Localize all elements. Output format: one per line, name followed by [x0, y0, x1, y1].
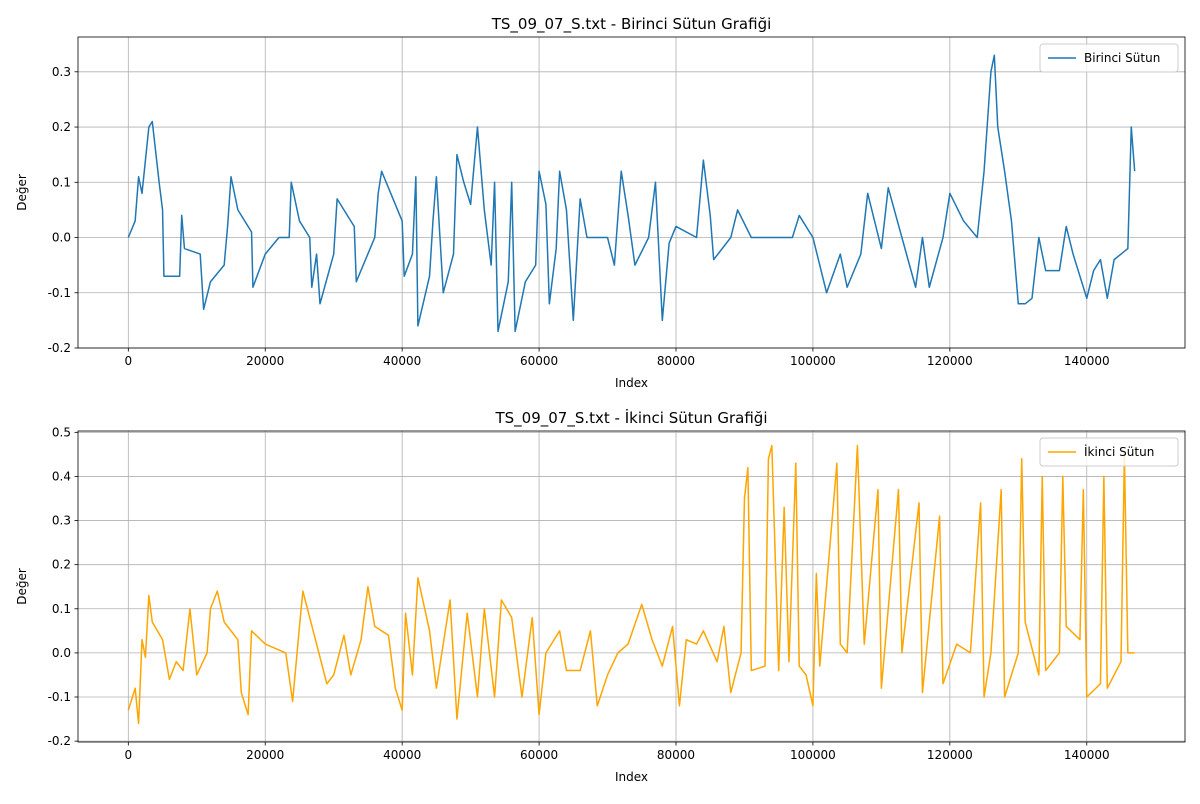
x-tick-label: 20000 — [246, 354, 284, 368]
x-tick-label: 20000 — [246, 748, 284, 762]
x-tick-label: 60000 — [520, 748, 558, 762]
y-axis-label: Değer — [15, 568, 29, 605]
y-tick-label: 0.3 — [52, 65, 71, 79]
y-tick-label: 0.5 — [52, 425, 71, 439]
x-tick-label: 80000 — [657, 354, 695, 368]
y-tick-label: 0.0 — [52, 231, 71, 245]
x-axis-label: Index — [615, 770, 648, 784]
legend-box — [1039, 437, 1179, 467]
chart-title: TS_09_07_S.txt - İkinci Sütun Grafiği — [494, 408, 767, 428]
y-tick-label: 0.1 — [52, 602, 71, 616]
data-line — [127, 444, 1135, 725]
y-tick-label: 0.3 — [52, 514, 71, 528]
x-tick-label: 120000 — [927, 354, 973, 368]
y-tick-label: 0.4 — [52, 469, 71, 483]
x-tick-label: 80000 — [657, 748, 695, 762]
y-tick-label: -0.1 — [48, 690, 71, 704]
chart-title: TS_09_07_S.txt - Birinci Sütun Grafiği — [491, 15, 772, 34]
y-tick-label: -0.2 — [48, 734, 71, 748]
legend-box — [1039, 43, 1179, 73]
y-tick-label: 0.1 — [52, 175, 71, 189]
legend-label: Birinci Sütun — [1084, 51, 1160, 65]
x-tick-label: 40000 — [383, 354, 421, 368]
y-tick-label: -0.1 — [48, 286, 71, 300]
x-tick-label: 0 — [124, 748, 132, 762]
x-tick-label: 0 — [124, 354, 132, 368]
x-tick-label: 140000 — [1064, 748, 1110, 762]
axes-frame — [77, 36, 1186, 349]
x-tick-label: 120000 — [927, 748, 973, 762]
y-tick-label: 0.2 — [52, 558, 71, 572]
x-tick-label: 140000 — [1064, 354, 1110, 368]
y-tick-label: -0.2 — [48, 341, 71, 355]
x-tick-label: 100000 — [790, 354, 836, 368]
x-axis-label: Index — [615, 376, 648, 390]
x-tick-label: 40000 — [383, 748, 421, 762]
x-tick-label: 60000 — [520, 354, 558, 368]
x-tick-label: 100000 — [790, 748, 836, 762]
y-tick-label: 0.0 — [52, 646, 71, 660]
legend-label: İkinci Sütun — [1084, 444, 1154, 459]
axes-frame — [77, 430, 1186, 743]
y-axis-label: Değer — [15, 174, 29, 211]
y-tick-label: 0.2 — [52, 120, 71, 134]
data-line — [127, 54, 1136, 333]
